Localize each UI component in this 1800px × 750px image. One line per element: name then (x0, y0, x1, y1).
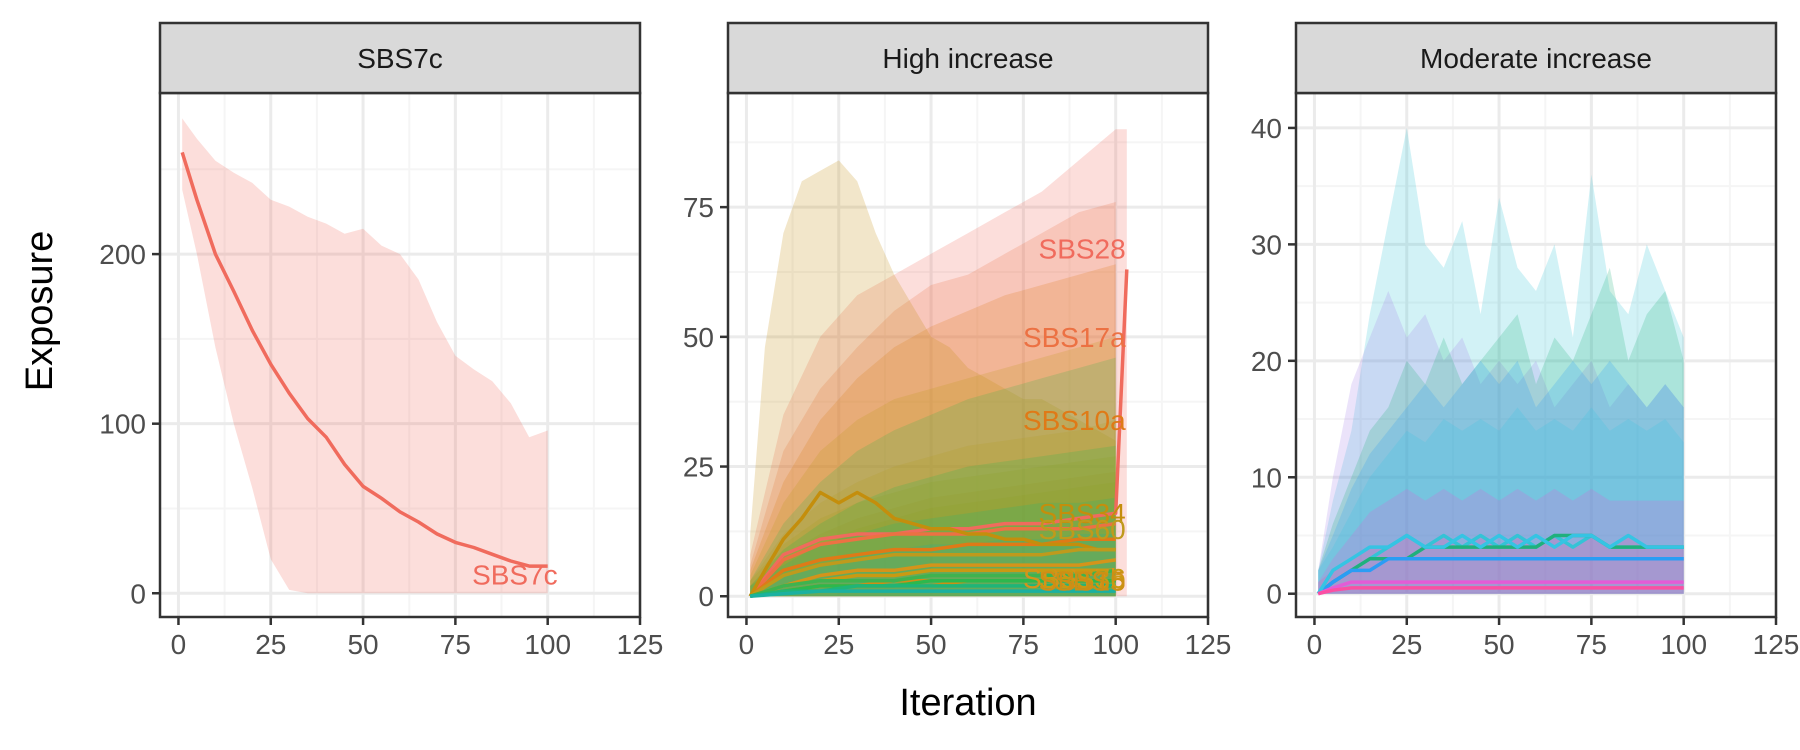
series-label-sbs28: SBS28 (1039, 234, 1126, 265)
line-series-7 (1317, 586, 1684, 596)
y-tick-label: 10 (1251, 462, 1282, 493)
facet-strip-label: Moderate increase (1420, 43, 1652, 74)
line-sbs34 (748, 490, 1116, 598)
line-series-6 (1317, 580, 1684, 596)
y-tick-label: 40 (1251, 113, 1282, 144)
x-tick-label: 100 (1092, 629, 1139, 660)
line-series-3 (1317, 533, 1684, 596)
line-series-4 (1317, 557, 1684, 596)
y-tick-label: 20 (1251, 346, 1282, 377)
line-sbs7c (180, 151, 548, 568)
ribbon-sbs17a (750, 202, 1116, 597)
ribbon-sbs28 (750, 129, 1127, 597)
ribbon-sbs10a (750, 264, 1116, 597)
facet-strip (158, 21, 642, 95)
x-tick-label: 125 (1753, 629, 1800, 660)
series-label-sbs7c: SBS7c (472, 560, 558, 591)
x-tick-label: 50 (347, 629, 378, 660)
y-tick-label: 25 (683, 452, 714, 483)
y-tick-label: 50 (683, 322, 714, 353)
x-tick-label: 75 (1576, 629, 1607, 660)
x-tick-label: 125 (617, 629, 664, 660)
line-sbs17b (749, 558, 1116, 598)
x-tick-label: 75 (440, 629, 471, 660)
series-label-sbs10a: SBS10a (1023, 405, 1126, 436)
x-axis-title: Iteration (899, 682, 1036, 724)
ribbon-sbs17b (750, 419, 1116, 597)
facet-strip (726, 21, 1210, 95)
ribbon-series-3 (1318, 267, 1684, 594)
x-tick-label: 0 (171, 629, 187, 660)
facet-strip-label: High increase (882, 43, 1053, 74)
ribbon-sbs5 (750, 482, 1116, 597)
series-label-sbs15: SBS15 (1039, 566, 1126, 597)
line-series-5 (1316, 533, 1684, 595)
y-tick-label: 30 (1251, 229, 1282, 260)
panel-sbs7c: SBS7c SBS7c 0 25 50 75 100 125 0 100 200 (99, 21, 664, 660)
y-tick-label: 100 (99, 409, 146, 440)
ribbon-series-2 (1318, 291, 1684, 594)
x-tick-label: 50 (1483, 629, 1514, 660)
x-tick-label: 25 (1391, 629, 1422, 660)
x-tick-label: 100 (1660, 629, 1707, 660)
line-series-11 (749, 578, 1116, 598)
panel-moderate-increase: Moderate increase 0 25 50 75 100 125 0 10 20 30 40 (1251, 21, 1800, 660)
y-tick-label: 200 (99, 239, 146, 270)
line-series-10 (749, 568, 1116, 598)
y-tick-label: 75 (683, 192, 714, 223)
line-series-13 (750, 589, 1116, 598)
ribbon-series-5 (1318, 407, 1684, 594)
y-tick-label: 0 (1266, 579, 1282, 610)
panel-background (1296, 93, 1776, 617)
facet-strip (1294, 21, 1778, 95)
series-label-sbs17a: SBS17a (1023, 322, 1126, 353)
series-label-sbs5: SBS5 (1054, 566, 1126, 597)
x-tick-label: 75 (1008, 629, 1039, 660)
x-tick-label: 50 (915, 629, 946, 660)
ribbon-sbs34 (750, 160, 1116, 597)
ribbon-sbs60 (750, 336, 1116, 597)
x-tick-label: 125 (1185, 629, 1232, 660)
x-tick-label: 0 (739, 629, 755, 660)
line-sbs60 (749, 547, 1116, 598)
facet-strip-label: SBS7c (357, 43, 443, 74)
x-tick-label: 25 (255, 629, 286, 660)
x-tick-label: 100 (524, 629, 571, 660)
y-tick-label: 0 (130, 578, 146, 609)
series-label-sbs17b: SBS17b (1023, 563, 1126, 594)
ribbon-sbs7c (182, 118, 548, 594)
ribbon-series-7 (1318, 535, 1684, 594)
ribbon-series-1 (1318, 127, 1684, 594)
ribbon-series-6 (1318, 488, 1684, 594)
series-label-sbs34: SBS34 (1039, 498, 1126, 529)
series-label-sbs60: SBS60 (1039, 514, 1126, 545)
x-tick-label: 0 (1307, 629, 1323, 660)
panel-background (160, 93, 640, 617)
series-label-sbs36: SBS36 (1039, 563, 1126, 594)
line-sbs17a (748, 521, 1116, 598)
x-tick-label: 25 (823, 629, 854, 660)
y-axis-title: Exposure (19, 231, 61, 392)
y-tick-label: 0 (698, 581, 714, 612)
